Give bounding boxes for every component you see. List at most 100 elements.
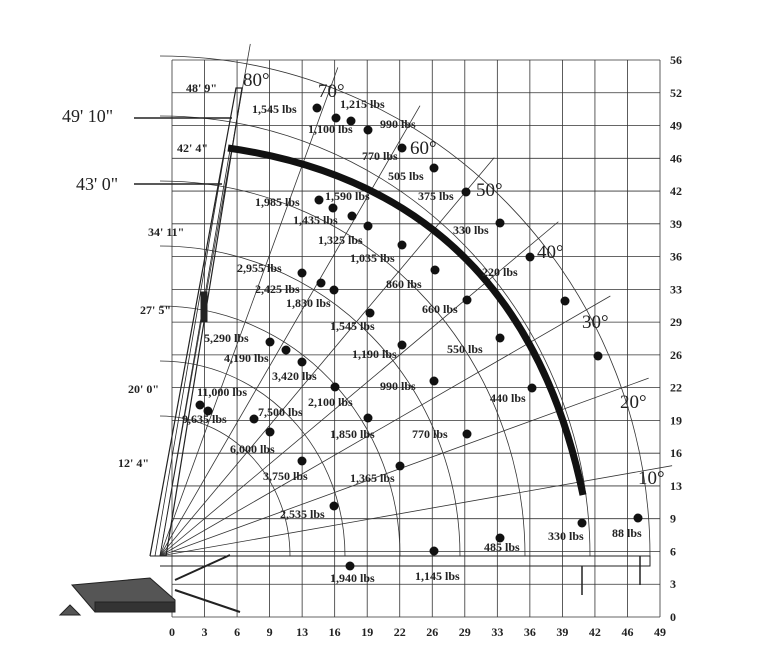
load-label: 9,635 lbs [182,412,227,426]
load-label: 1,590 lbs [325,189,370,203]
load-point [331,113,341,123]
load-label: 1,940 lbs [330,571,375,585]
y-tick-label: 39 [670,217,682,231]
load-point [633,513,643,523]
load-point [577,518,587,528]
load-point [346,116,356,126]
radius-arc [159,305,401,557]
load-point [593,351,603,361]
load-point [397,240,407,250]
load-point [265,427,275,437]
load-label: 4,190 lbs [224,351,269,365]
load-point [203,406,213,416]
load-label: 1,035 lbs [350,251,395,265]
boom-callout: 43' 0" [76,174,118,194]
angle-label: 80° [243,70,270,91]
angle-label: 40° [537,242,564,263]
load-point [329,285,339,295]
y-tick-label: 33 [670,282,682,296]
load-label: 1,985 lbs [255,195,300,209]
y-tick-label: 0 [670,610,676,624]
load-label: 2,955 lbs [237,261,282,275]
load-label: 505 lbs [388,169,424,183]
load-point [560,296,570,306]
load-label: 660 lbs [422,302,458,316]
load-label: 2,535 lbs [280,507,325,521]
boom-length: 20' 0" [128,382,159,396]
boom-length: 42' 4" [177,141,208,155]
y-tick-label: 29 [670,315,682,329]
angle-label: 70° [318,81,345,102]
y-tick-label: 56 [670,53,682,67]
radius-arc [159,55,651,557]
load-label: 1,190 lbs [352,347,397,361]
y-tick-label: 3 [670,577,676,591]
radius-arc [159,245,461,557]
y-tick-label: 42 [670,184,682,198]
load-label: 3,420 lbs [272,369,317,383]
load-label: 1,545 lbs [330,319,375,333]
load-label: 88 lbs [612,526,642,540]
load-label: 550 lbs [447,342,483,356]
angle-label: 60° [410,138,437,159]
load-label: 220 lbs [482,265,518,279]
y-tick-label: 22 [670,381,682,395]
load-label: 375 lbs [418,189,454,203]
load-label: 11,000 lbs [197,385,247,399]
x-tick-label: 49 [654,625,666,639]
load-point [249,414,259,424]
callout-lines [134,117,232,185]
y-tick-label: 6 [670,544,676,558]
load-point [363,221,373,231]
load-point [395,461,405,471]
load-point [195,400,205,410]
x-tick-label: 19 [361,625,373,639]
x-tick-label: 16 [329,625,341,639]
load-point [314,195,324,205]
x-tick-label: 22 [394,625,406,639]
load-point [365,308,375,318]
boom-length: 27' 5" [140,303,171,317]
load-point [297,268,307,278]
angle-ray [159,67,339,557]
y-tick-label: 13 [670,479,682,493]
load-point [281,345,291,355]
x-tick-label: 29 [459,625,471,639]
capacity-curve [227,144,587,496]
load-label: 6,000 lbs [230,442,275,456]
load-label: 770 lbs [362,149,398,163]
boom-length: 34' 11" [148,225,184,239]
x-tick-label: 42 [589,625,601,639]
angle-label: 30° [582,312,609,333]
load-point [312,103,322,113]
load-point [328,203,338,213]
y-tick-label: 26 [670,348,682,362]
y-tick-label: 9 [670,512,676,526]
x-tick-label: 9 [267,625,273,639]
angle-ray [159,105,421,557]
load-label: 330 lbs [548,529,584,543]
load-label: 1,365 lbs [350,471,395,485]
y-tick-label: 46 [670,151,682,165]
load-point [461,187,471,197]
load-point [397,340,407,350]
load-point [430,265,440,275]
radius-arc [159,115,591,557]
load-point [316,278,326,288]
x-tick-label: 0 [169,625,175,639]
load-point [525,252,535,262]
load-label: 860 lbs [386,277,422,291]
load-label: 990 lbs [380,117,416,131]
boom-callout: 49' 10" [62,106,113,126]
load-point [363,413,373,423]
load-point [429,376,439,386]
y-tick-label: 36 [670,250,682,264]
load-point [495,218,505,228]
radius-arc [159,180,526,557]
load-label: 330 lbs [453,223,489,237]
load-point [297,357,307,367]
y-tick-label: 16 [670,446,682,460]
load-point [363,125,373,135]
angle-label: 10° [638,468,665,489]
load-label: 1,325 lbs [318,233,363,247]
